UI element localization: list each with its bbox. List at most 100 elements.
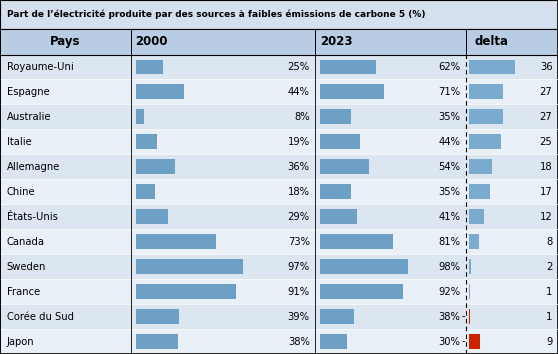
Text: Allemagne: Allemagne — [7, 162, 60, 172]
Text: Canada: Canada — [7, 237, 45, 247]
Text: 2: 2 — [546, 262, 552, 272]
Text: Sweden: Sweden — [7, 262, 46, 272]
Text: 97%: 97% — [287, 262, 310, 272]
Text: 35%: 35% — [439, 112, 460, 122]
Text: Japon: Japon — [7, 337, 35, 347]
Bar — [320, 135, 359, 149]
Text: 18: 18 — [540, 162, 552, 172]
Text: 1: 1 — [546, 312, 552, 321]
Text: Italie: Italie — [7, 137, 31, 147]
Bar — [320, 159, 368, 174]
Text: 27: 27 — [540, 112, 552, 122]
Text: 44%: 44% — [439, 137, 460, 147]
Text: 9: 9 — [546, 337, 552, 347]
Bar — [0, 79, 558, 104]
Bar — [466, 29, 558, 55]
Text: 91%: 91% — [287, 287, 310, 297]
Text: 8%: 8% — [294, 112, 310, 122]
Bar — [0, 229, 558, 254]
Bar — [136, 284, 236, 299]
Text: 38%: 38% — [439, 312, 460, 321]
Text: 25%: 25% — [287, 62, 310, 72]
Bar — [131, 29, 315, 55]
Text: 25: 25 — [540, 137, 552, 147]
Bar — [0, 204, 558, 229]
Bar — [320, 209, 357, 224]
Bar — [0, 154, 558, 179]
Bar — [0, 0, 558, 29]
Text: delta: delta — [474, 35, 508, 48]
Bar — [469, 209, 484, 224]
Text: Espagne: Espagne — [7, 87, 50, 97]
Bar — [0, 55, 558, 79]
Bar — [469, 109, 503, 124]
Text: France: France — [7, 287, 40, 297]
Bar — [469, 59, 514, 74]
Text: 35%: 35% — [439, 187, 460, 197]
Text: 38%: 38% — [288, 337, 310, 347]
Bar — [320, 309, 354, 324]
Bar — [0, 329, 558, 354]
Text: 54%: 54% — [439, 162, 460, 172]
Text: 18%: 18% — [288, 187, 310, 197]
Text: 19%: 19% — [287, 137, 310, 147]
Bar — [0, 179, 558, 204]
Bar — [136, 309, 179, 324]
Bar — [469, 234, 479, 249]
Bar — [0, 130, 558, 154]
Bar — [136, 234, 217, 249]
Text: 81%: 81% — [439, 237, 460, 247]
Text: 36: 36 — [540, 62, 552, 72]
Text: États-Unis: États-Unis — [7, 212, 57, 222]
Bar — [136, 59, 163, 74]
Text: 98%: 98% — [439, 262, 460, 272]
Bar — [136, 109, 145, 124]
Text: 2023: 2023 — [320, 35, 352, 48]
Text: 41%: 41% — [439, 212, 460, 222]
Bar — [0, 254, 558, 279]
Text: Pays: Pays — [50, 35, 81, 48]
Bar — [320, 334, 347, 349]
Bar — [136, 334, 177, 349]
Bar — [469, 334, 480, 349]
Bar — [136, 135, 157, 149]
Text: 12: 12 — [540, 212, 552, 222]
Text: 36%: 36% — [288, 162, 310, 172]
Bar — [320, 234, 393, 249]
Text: 62%: 62% — [438, 62, 460, 72]
Text: 2000: 2000 — [136, 35, 168, 48]
Bar — [469, 259, 472, 274]
Bar — [315, 29, 466, 55]
Bar — [469, 135, 501, 149]
Bar — [320, 59, 376, 74]
Bar — [320, 85, 384, 99]
Text: Corée du Sud: Corée du Sud — [7, 312, 74, 321]
Text: 8: 8 — [546, 237, 552, 247]
Text: 29%: 29% — [287, 212, 310, 222]
Text: 71%: 71% — [438, 87, 460, 97]
Text: 92%: 92% — [438, 287, 460, 297]
Bar — [469, 284, 470, 299]
Bar — [136, 159, 175, 174]
Text: 27: 27 — [540, 87, 552, 97]
Bar — [0, 304, 558, 329]
Bar — [136, 209, 167, 224]
Text: -: - — [461, 312, 465, 321]
Text: 1: 1 — [546, 287, 552, 297]
Bar — [320, 109, 352, 124]
Text: -: - — [461, 337, 465, 347]
Bar — [136, 85, 184, 99]
Text: Royaume-Uni: Royaume-Uni — [7, 62, 74, 72]
Bar — [0, 279, 558, 304]
Text: Chine: Chine — [7, 187, 35, 197]
Bar — [320, 284, 403, 299]
Bar — [469, 85, 503, 99]
Text: 30%: 30% — [439, 337, 460, 347]
Text: Part de l’électricité produite par des sources à faibles émissions de carbone 5 : Part de l’électricité produite par des s… — [7, 10, 425, 19]
Text: 73%: 73% — [288, 237, 310, 247]
Bar — [469, 159, 492, 174]
Text: 44%: 44% — [288, 87, 310, 97]
Bar — [136, 184, 156, 199]
Bar — [469, 184, 490, 199]
Text: 17: 17 — [540, 187, 552, 197]
